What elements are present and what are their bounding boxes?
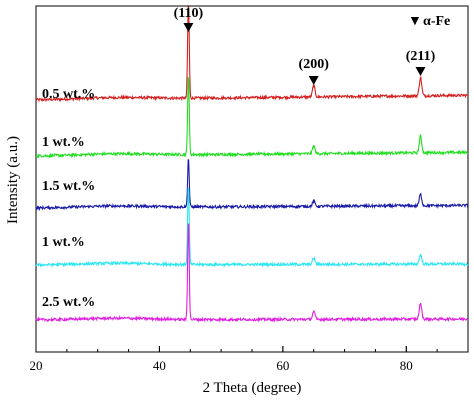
peak-label-1: (110) [174,6,204,21]
plot-frame [35,5,469,353]
series-label-3: 1.5 wt.% [42,179,95,194]
series-label-1: 0.5 wt.% [42,87,95,102]
series-line-3 [35,159,469,212]
x-axis-ticks: 20 40 60 80 [30,346,438,373]
series-label-5: 2.5 wt.% [42,295,95,310]
peak-marker-1 [183,23,194,32]
x-tick-label: 20 [30,358,43,373]
series-layer: 0.5 wt.% 1 wt.% 1.5 wt.% 1 wt.% 2.5 wt.% [35,6,469,323]
series-label-2: 1 wt.% [42,135,85,150]
peak-marker-2 [308,76,319,85]
x-tick-label: 80 [400,358,413,373]
x-axis-title: 2 Theta (degree) [203,380,302,396]
series-line-5 [35,223,469,323]
peak-label-3: (211) [406,49,436,64]
series-label-4: 1 wt.% [42,235,85,250]
peak-annotations: (110) (200) (211) [174,6,436,85]
x-tick-label: 60 [276,358,289,373]
y-axis-title: Intensity (a.u.) [5,136,21,224]
legend-marker: ▼ [408,14,422,29]
legend: ▼ α-Fe [408,14,450,29]
series-line-1 [35,6,469,103]
peak-label-2: (200) [299,57,330,72]
legend-label: α-Fe [423,14,450,29]
peak-marker-3 [415,67,426,76]
series-line-2 [36,75,469,159]
series-line-4 [35,187,469,269]
x-tick-label: 40 [153,358,166,373]
